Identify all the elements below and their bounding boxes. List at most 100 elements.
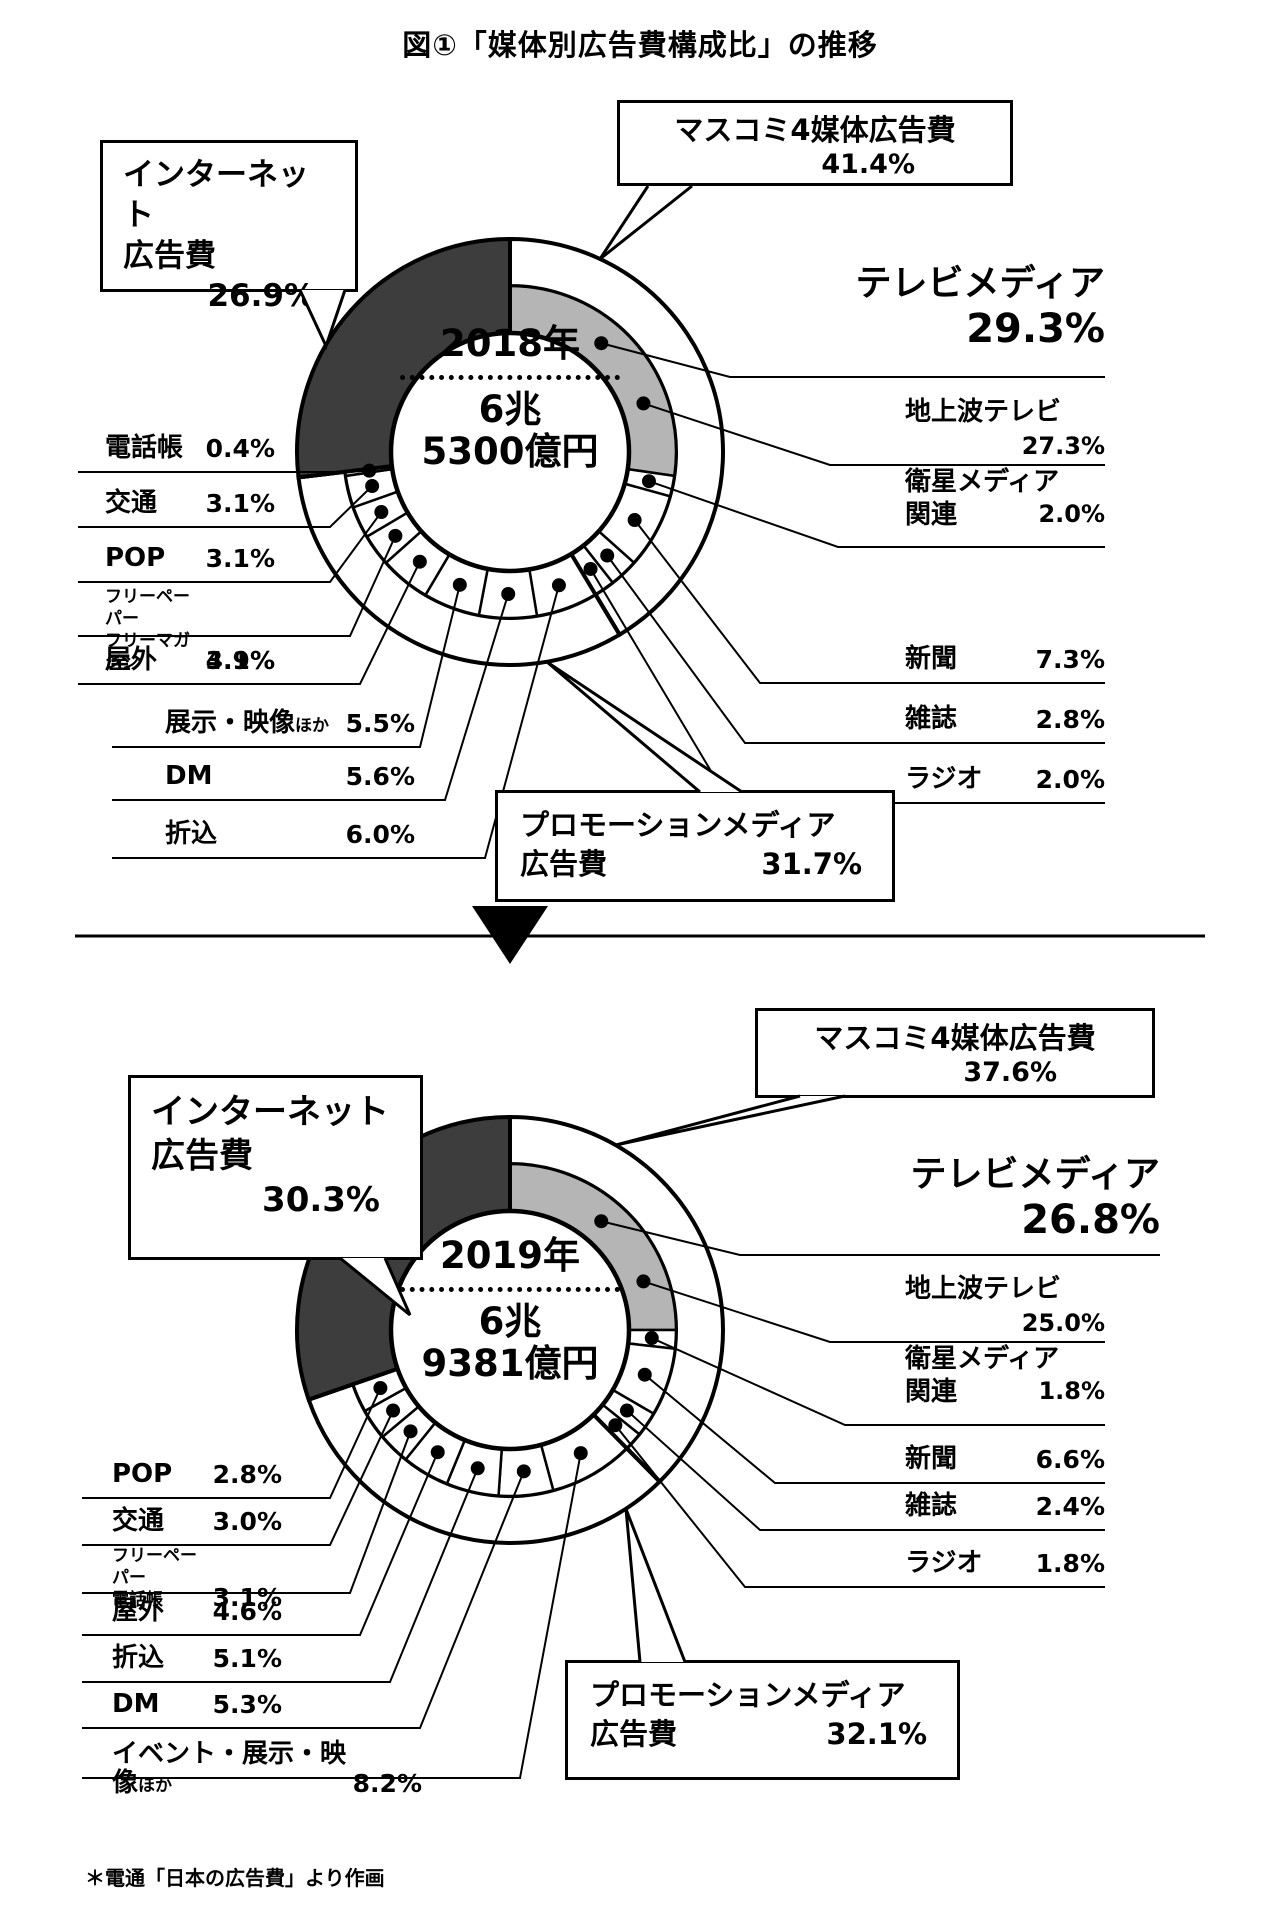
segment-label2-eisei: 関連 bbox=[905, 1376, 958, 1407]
internet-ad-line1: インターネット bbox=[123, 157, 309, 234]
dot-okugai bbox=[412, 554, 427, 569]
promo-value: 32.1% bbox=[826, 1717, 927, 1752]
tv-media-value: 29.3% bbox=[966, 306, 1105, 353]
leader-line-radio bbox=[614, 1424, 1105, 1588]
dot-radio bbox=[583, 561, 598, 576]
segment-value-okugai: 4.6% bbox=[212, 1597, 282, 1627]
segment-label-dm: DM bbox=[112, 1689, 160, 1719]
segment-label-text: 展示・映像 bbox=[165, 708, 296, 738]
dot-radio bbox=[608, 1418, 623, 1433]
center-total-line2: 9381億円 bbox=[421, 1342, 599, 1386]
segment-value-zasshi: 2.8% bbox=[1035, 705, 1105, 735]
segment-label-kotsu: 交通 bbox=[112, 1506, 165, 1536]
segment-label-okugai: 屋外 bbox=[112, 1596, 165, 1626]
leader-line-eisei bbox=[651, 1337, 1105, 1426]
segment-value-event: 8.2% bbox=[352, 1768, 422, 1798]
down-arrow-divider bbox=[75, 906, 1205, 964]
mass4-label: マスコミ4媒体広告費 bbox=[674, 113, 956, 147]
segment-label-pop: POP bbox=[105, 543, 166, 573]
segment-row-radio-2018: ラジオ 2.0% bbox=[905, 765, 1105, 794]
segment-value-shimbun: 7.3% bbox=[1035, 645, 1105, 675]
segment-row-fp_denwacho-2019: フリーペーパー 電話帳 3.1% bbox=[112, 1545, 282, 1611]
segment-row-zasshi-2019: 雑誌 2.4% bbox=[905, 1492, 1105, 1521]
segment-label-chijoha: 地上波テレビ bbox=[905, 397, 1062, 427]
promo-value: 31.7% bbox=[761, 847, 862, 882]
segment-label2-row: 関連 2.0% bbox=[905, 500, 1105, 531]
segment-value-kotsu: 3.1% bbox=[205, 489, 275, 519]
segment-row-dm-2019: DM 5.3% bbox=[112, 1690, 282, 1719]
dot-freepaper bbox=[388, 528, 403, 543]
leader-line-okugai bbox=[82, 1451, 439, 1636]
leader-line-tv bbox=[601, 1220, 1160, 1256]
segment-row-orikomi-2018: 折込 6.0% bbox=[165, 820, 415, 849]
dot-tenji bbox=[452, 577, 467, 592]
leader-line-tenji bbox=[112, 584, 461, 748]
segment-label-suffix: ほか bbox=[138, 1775, 173, 1796]
leader-line-shimbun bbox=[644, 1373, 1105, 1484]
segment-value-zasshi: 2.4% bbox=[1035, 1492, 1105, 1522]
center-year: 2018年 bbox=[440, 322, 580, 365]
segment-label-event: イベント・展示・映像ほか bbox=[112, 1740, 353, 1797]
segment-row-eisei-2018: 衛星メディア 関連 2.0% bbox=[905, 467, 1105, 531]
segment-row-shimbun-2019: 新聞 6.6% bbox=[905, 1445, 1105, 1474]
segment-row-eisei-2019: 衛星メディア 関連 1.8% bbox=[905, 1344, 1105, 1408]
segment-value-chijoha: 27.3% bbox=[1021, 431, 1105, 460]
leader-line-kotsu bbox=[82, 1410, 394, 1546]
donut-center-text-2018: 2018年 6兆 5300億円 bbox=[360, 322, 660, 474]
promo-line2-row: 広告費 31.7% bbox=[520, 845, 862, 884]
segment-row-kotsu-2018: 交通 3.1% bbox=[105, 489, 275, 518]
leader-line-pop bbox=[78, 511, 383, 583]
leader-line-chijoha bbox=[643, 1280, 1105, 1343]
segment-label-orikomi: 折込 bbox=[165, 819, 218, 849]
tv-media-name: テレビメディア bbox=[855, 263, 1105, 304]
segment-label-zasshi: 雑誌 bbox=[905, 1491, 958, 1521]
source-note: ＊電通「日本の広告費」より作画 bbox=[85, 1866, 385, 1890]
segment-value-dm: 5.3% bbox=[212, 1690, 282, 1720]
leader-line-tv bbox=[601, 342, 1105, 378]
leader-line-orikomi bbox=[112, 585, 560, 859]
segment-label-tenji: 展示・映像ほか bbox=[165, 709, 329, 738]
segment-value-eisei: 1.8% bbox=[1038, 1376, 1105, 1405]
segment-value-orikomi: 6.0% bbox=[345, 820, 415, 850]
segment-label-eisei: 衛星メディア bbox=[905, 467, 1060, 497]
internet-ad-line2: 広告費 bbox=[151, 1136, 253, 1177]
segment-row-zasshi-2018: 雑誌 2.8% bbox=[905, 705, 1105, 734]
promo-line2: 広告費 bbox=[520, 847, 608, 882]
dot-pop bbox=[374, 505, 389, 520]
segment-value-kotsu: 3.0% bbox=[212, 1507, 282, 1537]
segment-row-chijoha-2018: 地上波テレビ 27.3% bbox=[905, 397, 1105, 460]
group-boundary-line bbox=[569, 553, 622, 636]
center-total-line1: 6兆 bbox=[478, 387, 542, 431]
segment-value-tenji: 5.5% bbox=[345, 709, 415, 739]
segment-row-shimbun-2018: 新聞 7.3% bbox=[905, 645, 1105, 674]
segment-value-pop: 2.8% bbox=[212, 1460, 282, 1490]
dot-pop bbox=[373, 1381, 388, 1396]
leader-line-dm bbox=[82, 1470, 525, 1729]
segment-row-freepaper-2018: フリーペーパー フリーマガジン 3.1% bbox=[105, 586, 275, 674]
leader-line-kotsu bbox=[78, 485, 373, 528]
dot-orikomi bbox=[470, 1461, 485, 1476]
segment-row-okugai-2019: 屋外 4.6% bbox=[112, 1597, 282, 1626]
leader-line-fp_denwacho bbox=[82, 1431, 412, 1594]
segment-label-fp_denwacho: フリーペーパー 電話帳 bbox=[112, 1545, 213, 1611]
tv-media-value: 26.8% bbox=[1021, 1197, 1160, 1244]
segment-label-zasshi: 雑誌 bbox=[905, 704, 958, 734]
segment-value-freepaper: 3.1% bbox=[205, 645, 275, 675]
segment-row-orikomi-2019: 折込 5.1% bbox=[112, 1644, 282, 1673]
segment-label-denwacho: 電話帳 bbox=[105, 433, 184, 463]
mass4-value: 41.4% bbox=[821, 149, 915, 181]
segment-label-kotsu: 交通 bbox=[105, 488, 158, 518]
dot-chijoha bbox=[636, 1274, 651, 1289]
promo-media-box-2019: プロモーションメディア 広告費 32.1% bbox=[565, 1660, 960, 1780]
internet-ad-line1: インターネット bbox=[151, 1092, 389, 1132]
promo-line1: プロモーションメディア bbox=[520, 808, 836, 842]
dotted-separator bbox=[400, 374, 620, 380]
dot-denwacho bbox=[362, 463, 377, 478]
center-total-line2: 5300億円 bbox=[421, 430, 599, 474]
segment-label-radio: ラジオ bbox=[905, 764, 983, 794]
dot-eisei bbox=[641, 474, 656, 489]
segment-row-radio-2019: ラジオ 1.8% bbox=[905, 1549, 1105, 1578]
center-total-line1: 6兆 bbox=[478, 1299, 542, 1343]
segment-value-chijoha: 25.0% bbox=[1021, 1308, 1105, 1337]
